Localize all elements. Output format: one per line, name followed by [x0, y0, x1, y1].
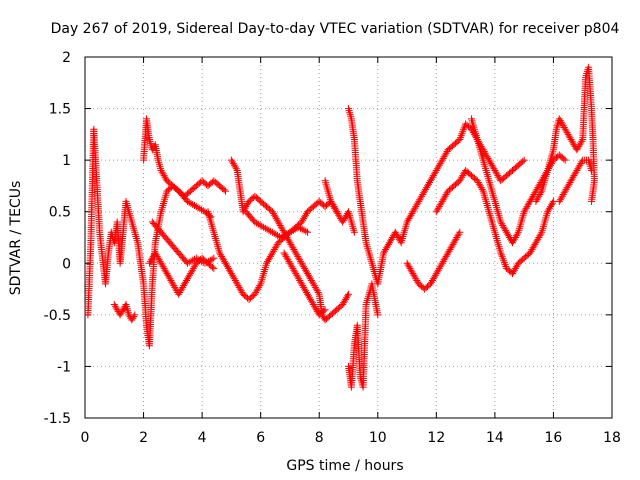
data-point — [220, 186, 228, 194]
data-point — [578, 158, 586, 166]
x-tick-label: 12 — [427, 430, 445, 446]
series-track-13 — [432, 167, 557, 278]
series-track-12 — [403, 228, 464, 293]
data-point — [520, 156, 528, 164]
data-point — [189, 201, 197, 208]
series-track-9 — [242, 208, 311, 241]
data-point — [189, 256, 197, 264]
data-point — [478, 185, 486, 193]
series-track-7 — [148, 218, 218, 267]
data-point — [344, 292, 351, 300]
data-point — [131, 311, 139, 319]
data-point — [578, 137, 586, 145]
data-point — [321, 306, 329, 314]
data-point — [130, 313, 138, 321]
y-tick-label: 1.5 — [49, 102, 71, 118]
data-point — [274, 231, 282, 239]
data-point — [588, 167, 595, 174]
data-point — [561, 156, 569, 164]
series-track-14 — [468, 115, 528, 185]
data-point — [210, 254, 218, 262]
y-tick-label: 1 — [62, 153, 71, 169]
data-point — [549, 199, 556, 207]
data-point — [455, 230, 463, 238]
data-point — [345, 290, 352, 298]
data-points — [84, 63, 598, 391]
axis-ticks — [84, 56, 613, 419]
y-tick-label: -1.5 — [44, 411, 71, 427]
x-tick-label: 16 — [545, 430, 563, 446]
data-point — [519, 157, 527, 165]
chart-title: Day 267 of 2019, Sidereal Day-to-day VTE… — [51, 21, 620, 37]
x-tick-label: 14 — [486, 430, 504, 446]
grid-lines — [85, 57, 612, 418]
y-tick-label: -0.5 — [44, 308, 71, 324]
series-track-15 — [532, 63, 598, 205]
data-point — [210, 264, 218, 272]
y-tick-label: 0 — [62, 256, 71, 272]
data-point — [549, 197, 557, 205]
x-tick-labels: 0 2 4 6 8 10 12 14 16 18 — [81, 430, 621, 446]
x-tick-label: 18 — [603, 430, 621, 446]
series-track-8 — [280, 249, 329, 319]
data-point — [537, 230, 545, 238]
data-point — [286, 228, 294, 236]
data-point — [201, 259, 209, 267]
series-track-17 — [321, 177, 358, 236]
series-track-3 — [227, 156, 352, 324]
series-track-5 — [110, 301, 139, 324]
data-point — [314, 289, 322, 296]
data-point — [350, 228, 358, 236]
data-point — [258, 222, 266, 230]
data-point — [513, 230, 521, 238]
y-tick-labels: -1.5 -1 -0.5 0 0.5 1 1.5 2 — [44, 50, 71, 427]
x-axis-label: GPS time / hours — [286, 458, 403, 474]
plot-frame — [84, 56, 613, 419]
data-point — [208, 263, 216, 271]
series-track-11 — [345, 280, 382, 391]
data-point — [588, 197, 595, 205]
y-tick-label: 0.5 — [49, 205, 71, 221]
data-point — [302, 227, 310, 235]
series-track-16 — [555, 156, 595, 205]
data-point — [256, 282, 264, 290]
data-point — [304, 228, 311, 236]
data-point — [222, 187, 229, 195]
x-tick-label: 10 — [369, 430, 387, 446]
x-tick-label: 2 — [139, 430, 148, 446]
data-point — [560, 155, 568, 163]
y-tick-label: 2 — [62, 50, 71, 66]
data-point — [456, 228, 464, 236]
data-point — [298, 225, 306, 233]
series-track-10 — [345, 105, 569, 288]
data-point — [232, 165, 240, 173]
x-tick-label: 0 — [81, 430, 90, 446]
data-point — [537, 189, 545, 197]
y-tick-label: -1 — [57, 359, 71, 375]
series-track-2 — [140, 115, 215, 221]
data-point — [208, 255, 216, 263]
data-point — [320, 307, 328, 315]
x-tick-label: 6 — [256, 430, 265, 446]
series-track-1 — [84, 125, 229, 350]
x-tick-label: 4 — [198, 430, 207, 446]
y-axis-label: SDTVAR / TECUs — [8, 181, 24, 296]
x-tick-label: 8 — [315, 430, 324, 446]
data-point — [374, 311, 382, 319]
